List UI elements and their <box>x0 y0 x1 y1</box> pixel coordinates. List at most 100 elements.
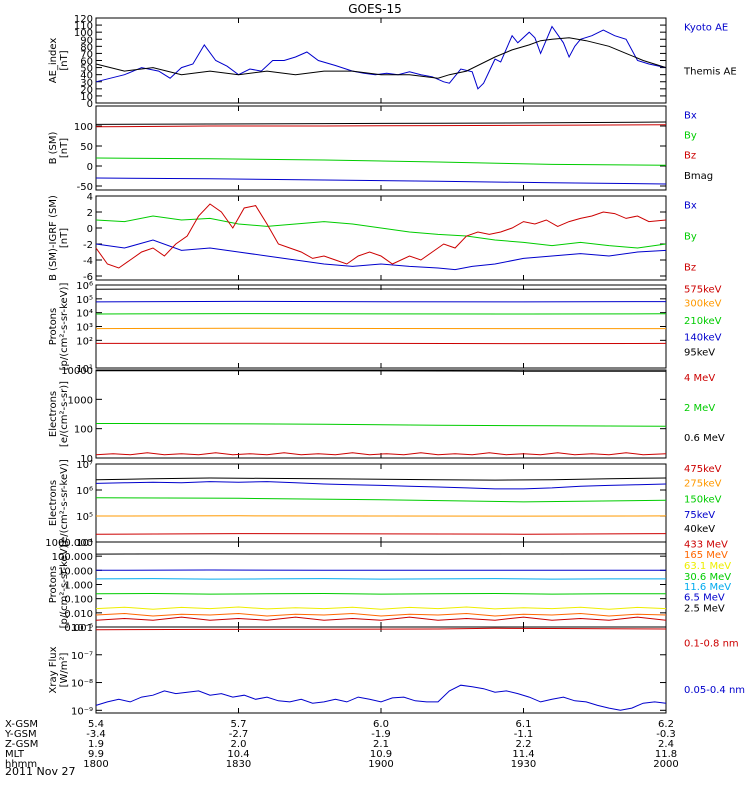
y-tick-label: 40 <box>80 71 93 82</box>
y-tick-label: 50 <box>80 142 93 153</box>
legend-entry: Themis AE <box>683 67 737 78</box>
x-tick-value: 2000 <box>653 759 678 770</box>
y-axis-label-line: Protons <box>48 308 59 345</box>
x-tick-value: 1900 <box>368 759 393 770</box>
x-tick-value: -1.9 <box>371 729 391 740</box>
y-tick-label: 10⁻⁷ <box>71 651 93 662</box>
y-tick-label: 0.100 <box>64 595 93 606</box>
y-tick-label: -2 <box>83 240 93 251</box>
legend-entry: 95keV <box>684 347 715 358</box>
series-line-kyoto-ae <box>95 25 667 90</box>
series-line-bx <box>95 239 667 271</box>
panel-frame <box>95 195 667 281</box>
y-tick-label: 10⁶ <box>76 281 93 292</box>
y-tick-label: 100 <box>74 425 93 436</box>
y-axis-label-line: Xray Flux <box>48 646 59 693</box>
x-tick-value: 6.2 <box>658 719 674 730</box>
panel-frame <box>95 626 667 714</box>
series-line-by <box>95 157 667 166</box>
y-tick-label: 100 <box>74 122 93 133</box>
legend-entry: 210keV <box>684 316 722 327</box>
x-tick-value: 2.2 <box>516 739 532 750</box>
y-tick-label: 4 <box>87 192 93 203</box>
y-axis-label-line: Electrons <box>48 391 59 437</box>
x-tick-value: 5.7 <box>231 719 247 730</box>
y-axis-label-line: [W/m²] <box>59 652 70 687</box>
panel-3: -6 -4 -2 0 2 4 B (SM)-IGRF (SM)[nT] Bx By Bz <box>48 192 697 283</box>
x-tick-value: -3.4 <box>86 729 106 740</box>
y-tick-label: 10 <box>80 92 93 103</box>
y-tick-label: 10³ <box>76 323 93 334</box>
x-row-label: hhmm <box>5 759 37 770</box>
panel-frame <box>95 105 667 191</box>
y-tick-label: 120 <box>74 14 93 25</box>
legend-entry: 165 MeV <box>684 550 728 561</box>
panel-frame <box>95 369 667 459</box>
y-axis-label: AE_index[nT] <box>48 38 70 84</box>
series-line-0-6-mev <box>95 370 667 372</box>
panel-7: 0.001 0.010 0.100 1.000 10.000 100.000 1000.00… <box>45 538 731 634</box>
y-tick-label: 100.000 <box>52 552 93 563</box>
y-axis-label: Xray Flux[W/m²] <box>48 646 70 693</box>
y-axis-label-line: AE_index <box>48 38 59 84</box>
y-tick-label: 0 <box>87 99 93 110</box>
legend-entry: Bz <box>684 263 696 274</box>
y-tick-label: 10¹ <box>76 364 93 375</box>
legend-entry: 6.5 MeV <box>684 592 725 603</box>
panel-frame <box>95 17 667 104</box>
legend-entry: Bx <box>684 110 697 121</box>
legend-entry: Bx <box>684 200 697 211</box>
panel-5: 10 100 1000 10000 Electrons[e/(cm²-s-sr)] 4 M… <box>48 366 725 465</box>
series-line-bz <box>95 203 667 269</box>
y-axis-label-line: [p/(cm²-s-sr-keV)] <box>59 541 70 629</box>
series-line-30-6-mev <box>95 592 666 595</box>
y-tick-label: 20 <box>80 85 93 96</box>
y-tick-label: 70 <box>80 49 93 60</box>
legend-entry: 150keV <box>684 494 722 505</box>
y-tick-label: 50 <box>80 64 93 75</box>
legend-entry: Kyoto AE <box>684 23 728 34</box>
x-tick-value: 6.1 <box>516 719 532 730</box>
legend-entry: By <box>684 231 697 242</box>
legend-entry: 75keV <box>684 510 715 521</box>
y-axis-label: B (SM)[nT] <box>48 131 70 164</box>
series-line-150kev <box>95 497 667 503</box>
panel-frame <box>95 463 667 543</box>
y-tick-label: 0 <box>87 224 93 235</box>
series-line-bx <box>95 177 667 185</box>
panel-frame <box>95 284 667 369</box>
x-tick-value: 2.1 <box>373 739 389 750</box>
y-tick-label: -6 <box>83 272 93 283</box>
y-tick-label: 80 <box>80 42 93 53</box>
x-tick-value: 9.9 <box>88 749 104 760</box>
y-axis-label-line: B (SM)-IGRF (SM) <box>48 195 59 281</box>
y-tick-label: 1000 <box>68 395 93 406</box>
x-tick-value: 1.9 <box>88 739 104 750</box>
y-axis-label-line: [nT] <box>59 50 70 70</box>
series-line-11-6-mev <box>95 578 666 580</box>
y-tick-label: 0.010 <box>64 609 93 620</box>
y-tick-label: 10⁴ <box>76 538 93 549</box>
series-line-40kev <box>95 477 667 481</box>
y-tick-label: 2 <box>87 208 93 219</box>
series-line-bz <box>95 124 667 128</box>
x-tick-value: 10.9 <box>370 749 392 760</box>
y-tick-label: 10² <box>76 336 93 347</box>
y-axis-label-line: [nT] <box>59 138 70 158</box>
x-tick-value: -0.3 <box>656 729 676 740</box>
y-tick-label: 1.000 <box>64 581 93 592</box>
legend-entry: 0.6 MeV <box>684 433 725 444</box>
y-axis-label: Protons[p/(cm²-s-sr-keV)] <box>48 283 70 371</box>
legend-entry: 11.6 MeV <box>684 582 731 593</box>
x-tick-value: 1830 <box>226 759 251 770</box>
series-line-475kev <box>95 533 667 535</box>
series-line-by <box>95 215 667 249</box>
y-tick-label: 1000.000 <box>45 538 93 549</box>
y-tick-label: -4 <box>83 256 93 267</box>
legend-entry: By <box>684 131 697 142</box>
legend-entry: 40keV <box>684 524 715 535</box>
legend-entry: Bmag <box>684 171 713 182</box>
